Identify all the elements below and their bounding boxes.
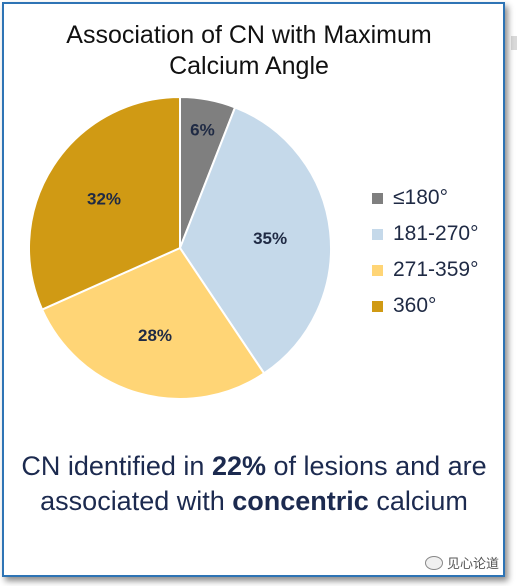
- chart-title-line-2: Calcium Angle: [169, 52, 329, 80]
- edge-mark: [511, 36, 517, 50]
- legend-label-181-270: 181-270°: [393, 222, 479, 245]
- callout-part-1: CN identified in: [21, 451, 212, 481]
- chart-title-line-1: Association of CN with Maximum: [66, 21, 432, 49]
- callout-part-3: calcium: [368, 486, 468, 516]
- watermark: 见心论道: [425, 553, 499, 572]
- pie-chart: 6% 35% 28% 32%: [28, 95, 332, 400]
- chart-title: Association of CN with Maximum Calcium A…: [4, 20, 494, 82]
- legend-item-le180: ≤180°: [372, 180, 478, 216]
- legend-swatch-181-270: [372, 228, 383, 240]
- legend-label-271-359: 271-359°: [393, 258, 479, 281]
- right-margin: [506, 0, 521, 586]
- pie-slice-181-270: [178, 106, 332, 375]
- legend-swatch-360: [372, 300, 383, 312]
- pie-label-271-359: 28%: [138, 326, 172, 345]
- legend-swatch-271-359: [372, 264, 383, 276]
- legend-item-181-270: 181-270°: [372, 216, 478, 252]
- legend-label-le180: ≤180°: [393, 186, 448, 209]
- slide-card: Association of CN with Maximum Calcium A…: [2, 2, 505, 577]
- callout-highlight-percent: 22%: [211, 451, 266, 481]
- callout-part-2: of lesions and are associated with: [40, 451, 487, 516]
- legend-item-360: 360°: [372, 288, 478, 324]
- legend-swatch-le180: [372, 192, 383, 204]
- wechat-icon: [425, 555, 443, 570]
- legend-label-360: 360°: [393, 294, 437, 317]
- watermark-text: 见心论道: [447, 556, 500, 571]
- callout-highlight-concentric: concentric: [232, 486, 369, 516]
- legend-item-271-359: 271-359°: [372, 252, 478, 288]
- pie-label-181-270: 35%: [253, 229, 287, 248]
- pie-label-360: 32%: [87, 190, 121, 209]
- pie-label-le180: 6%: [190, 120, 215, 139]
- pie-slice-360: [28, 95, 181, 311]
- callout-text: CN identified in 22% of lesions and are …: [14, 449, 494, 519]
- legend: ≤180° 181-270° 271-359° 360°: [372, 180, 478, 324]
